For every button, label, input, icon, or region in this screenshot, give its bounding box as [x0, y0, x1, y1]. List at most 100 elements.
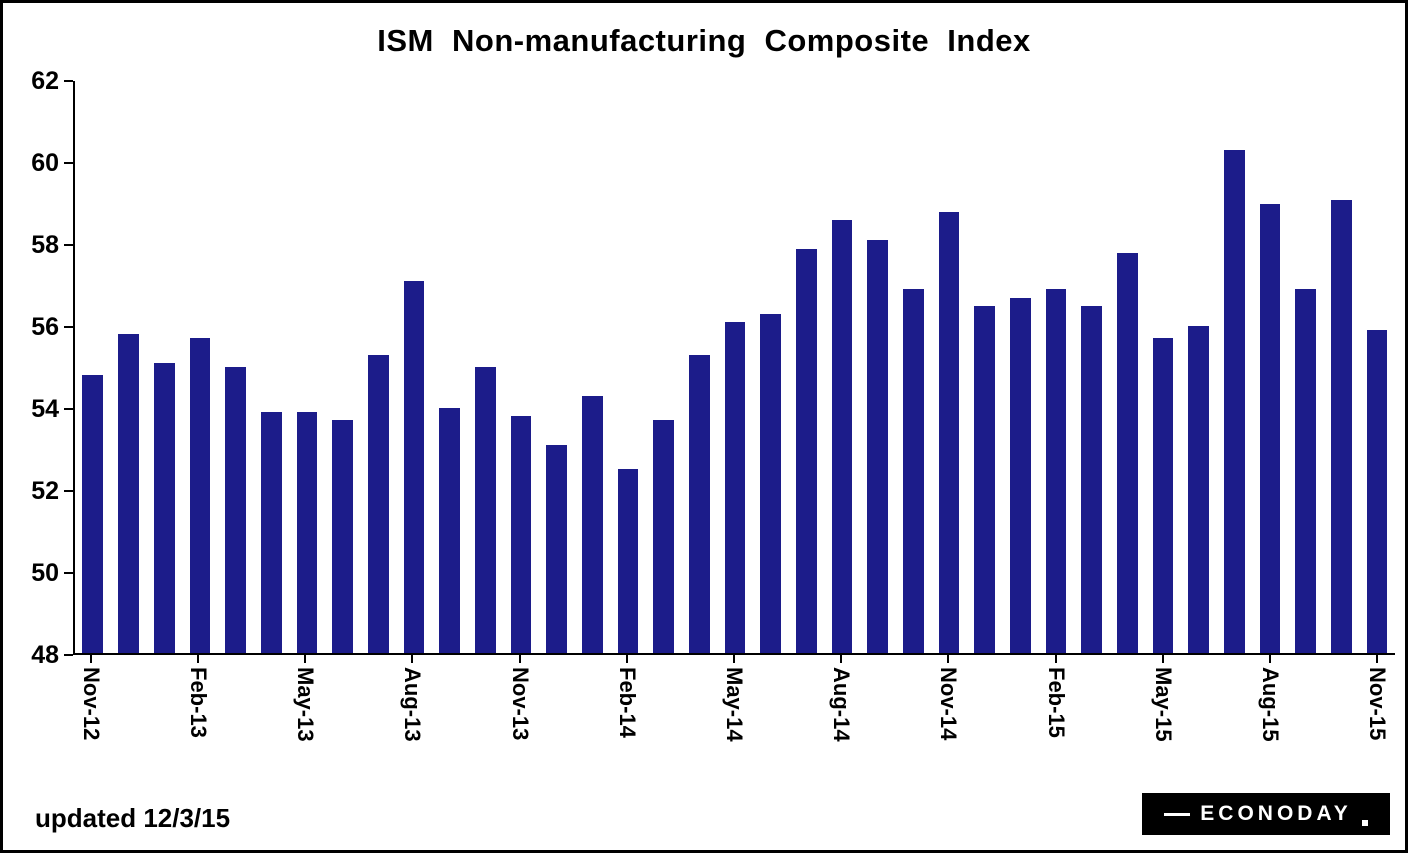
- bar-slot: [860, 81, 896, 653]
- bar-slot: [753, 81, 789, 653]
- bar-slot: [574, 81, 610, 653]
- bar: [510, 416, 532, 653]
- bar-slot: [182, 81, 218, 653]
- bar-slot: [1324, 81, 1360, 653]
- x-tick-label: Nov-15: [1365, 667, 1391, 741]
- bar: [474, 367, 496, 653]
- y-axis-tick: [64, 654, 73, 656]
- y-tick-label: 60: [31, 149, 59, 177]
- bar-slot: [1217, 81, 1253, 653]
- bar: [1223, 150, 1245, 653]
- x-axis-tick: [733, 655, 735, 663]
- x-tick-label: Aug-15: [1257, 667, 1283, 742]
- bar-slot: [681, 81, 717, 653]
- bar: [902, 289, 924, 653]
- x-tick-label: Nov-12: [78, 667, 104, 741]
- y-axis-tick: [64, 408, 73, 410]
- x-axis-tick: [89, 655, 92, 663]
- bar: [1259, 203, 1281, 653]
- bar-slot: [253, 81, 289, 653]
- x-axis-tick: [1054, 655, 1057, 663]
- bar-slot: [1038, 81, 1074, 653]
- bar-slot: [717, 81, 753, 653]
- bar: [974, 305, 995, 653]
- bar: [724, 322, 746, 653]
- y-axis-tick: [64, 162, 73, 164]
- chart-title: ISM Non-manufacturing Composite Index: [377, 23, 1031, 58]
- bar-slot: [824, 81, 860, 653]
- y-tick-label: 54: [31, 395, 59, 423]
- bar: [831, 219, 853, 653]
- y-tick-label: 50: [31, 559, 59, 587]
- bar-slot: [325, 81, 361, 653]
- bar-slot: [467, 81, 503, 653]
- bar: [260, 411, 282, 653]
- x-axis-tick: [197, 655, 200, 663]
- x-tick-label: Aug-14: [829, 667, 855, 742]
- bar: [1152, 338, 1174, 653]
- bar: [118, 334, 139, 653]
- bar-slot: [646, 81, 682, 653]
- bar-slot: [1145, 81, 1181, 653]
- y-axis-tick: [64, 572, 73, 574]
- bar: [225, 367, 246, 653]
- y-tick-label: 58: [31, 231, 59, 259]
- x-axis-tick: [1268, 655, 1271, 663]
- bar: [867, 240, 888, 653]
- bar: [546, 444, 567, 653]
- bar: [581, 395, 603, 653]
- x-axis-tick: [1161, 655, 1164, 663]
- x-tick-label: Nov-14: [936, 667, 962, 741]
- bar-slot: [360, 81, 396, 653]
- bar-slot: [1288, 81, 1324, 653]
- x-tick-label: Feb-14: [614, 667, 640, 738]
- x-axis-tick: [411, 655, 414, 663]
- bar: [332, 420, 353, 653]
- econoday-logo: ECONODAY: [1142, 793, 1390, 835]
- bar: [189, 338, 211, 653]
- x-tick-label: Nov-13: [507, 667, 533, 741]
- bar-slot: [895, 81, 931, 653]
- bar-slot: [503, 81, 539, 653]
- bar: [1331, 199, 1352, 653]
- bar: [688, 354, 710, 653]
- bar: [1116, 252, 1138, 653]
- x-axis-tick: [625, 655, 628, 663]
- bar: [938, 211, 960, 653]
- x-tick-label: Aug-13: [400, 667, 426, 742]
- bar: [403, 281, 425, 653]
- x-axis-tick: [304, 655, 307, 663]
- bar-slot: [610, 81, 646, 653]
- bar: [1188, 326, 1209, 653]
- y-tick-label: 56: [31, 313, 59, 341]
- bar: [296, 411, 318, 653]
- updated-timestamp: updated 12/3/15: [35, 803, 231, 833]
- bar: [439, 407, 460, 653]
- bar-slot: [1109, 81, 1145, 653]
- bar-slot: [396, 81, 432, 653]
- bar: [367, 354, 389, 653]
- bar-slot: [1074, 81, 1110, 653]
- x-axis-tick: [518, 655, 521, 663]
- bar: [1081, 305, 1102, 653]
- y-tick-label: 52: [31, 477, 59, 505]
- x-axis-tick: [840, 655, 843, 663]
- bar-slot: [289, 81, 325, 653]
- bar-slot: [1181, 81, 1217, 653]
- bar-slot: [931, 81, 967, 653]
- x-axis-tick: [1376, 655, 1379, 663]
- bar-series: [75, 81, 1395, 653]
- bar-slot: [75, 81, 111, 653]
- bar: [1366, 330, 1388, 653]
- y-axis-tick: [64, 326, 73, 328]
- bar-slot: [432, 81, 468, 653]
- plot-area: [73, 81, 1395, 655]
- bar-slot: [967, 81, 1003, 653]
- logo-registered-mark-icon: [1361, 820, 1368, 826]
- bar-slot: [146, 81, 182, 653]
- bar: [760, 313, 781, 653]
- x-tick-label: May-14: [722, 667, 747, 742]
- y-axis-tick: [64, 490, 73, 492]
- bar: [82, 375, 104, 653]
